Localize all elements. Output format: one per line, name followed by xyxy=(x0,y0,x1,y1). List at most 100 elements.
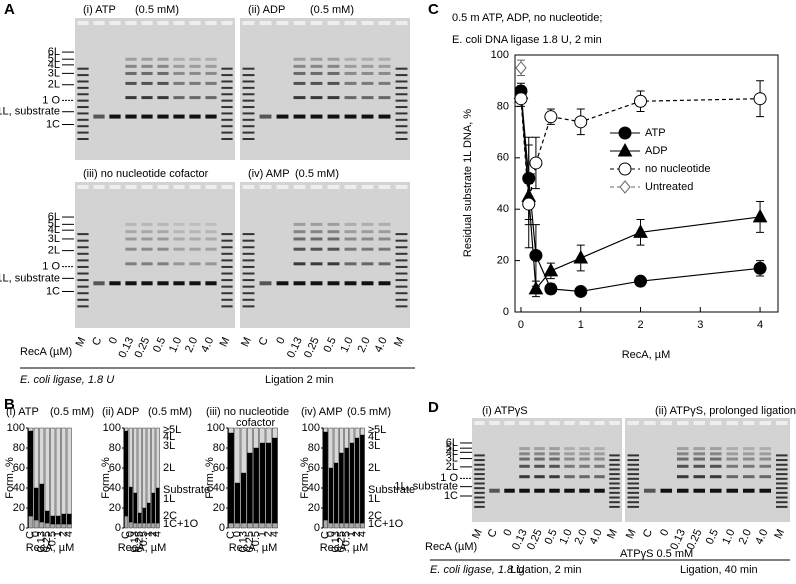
band xyxy=(594,452,605,456)
label: ≥5L xyxy=(163,424,181,436)
label: C xyxy=(428,1,439,18)
ladder-band xyxy=(221,74,233,77)
well xyxy=(361,185,374,189)
ladder-band xyxy=(395,74,408,77)
band xyxy=(564,488,575,493)
label: 40 xyxy=(213,482,225,494)
band xyxy=(157,222,169,226)
label: cofactor xyxy=(236,417,275,429)
label: 0.5 xyxy=(250,531,262,546)
well xyxy=(77,185,89,189)
ladder-band xyxy=(77,131,89,134)
well xyxy=(378,185,391,189)
label: M xyxy=(239,335,254,348)
band xyxy=(344,222,357,226)
ladder-band xyxy=(775,501,788,504)
band xyxy=(173,96,185,100)
ladder-band xyxy=(395,86,408,89)
ladder-band xyxy=(242,137,255,140)
ladder-band xyxy=(474,477,485,480)
bar-segment xyxy=(247,522,253,529)
label: 4L xyxy=(368,431,380,443)
band xyxy=(693,475,706,479)
bar-segment xyxy=(61,427,67,515)
ladder-band xyxy=(77,259,89,262)
band xyxy=(742,464,755,468)
label: 2.0 xyxy=(573,527,590,546)
label: (iii) no nucleotide xyxy=(206,406,289,418)
ladder-band xyxy=(609,482,620,485)
band xyxy=(549,452,560,456)
label: 1.0 xyxy=(720,527,737,546)
label: 0.5 m ATP, ADP, no nucleotide; xyxy=(452,12,602,24)
band xyxy=(564,457,575,461)
bar-segment xyxy=(61,523,67,529)
ladder-band xyxy=(395,125,408,128)
band xyxy=(579,452,590,456)
ladder-band xyxy=(77,118,89,121)
ladder-band xyxy=(77,93,89,96)
label: 0 xyxy=(219,522,225,534)
ladder-band xyxy=(609,496,620,499)
band xyxy=(378,64,391,68)
ladder-band xyxy=(221,239,233,242)
label: 2 xyxy=(351,531,363,537)
label: 1L, substrate xyxy=(0,272,60,284)
bar-segment xyxy=(259,442,266,524)
label: 0.25 xyxy=(335,531,347,552)
label: (0.5 mM) xyxy=(347,406,391,418)
bar-segment xyxy=(354,522,360,529)
band xyxy=(378,262,391,266)
marker xyxy=(753,92,767,106)
band xyxy=(534,447,545,451)
label: 5L xyxy=(48,218,60,230)
label: (iii) no nucleotide cofactor xyxy=(83,168,209,180)
well xyxy=(109,21,121,25)
label: (0.5 mM) xyxy=(148,406,192,418)
band xyxy=(310,71,323,75)
ladder-band xyxy=(474,491,485,494)
band xyxy=(519,464,530,468)
band xyxy=(327,71,340,75)
band xyxy=(378,237,391,241)
ladder-band xyxy=(474,468,485,471)
ladder-band xyxy=(395,285,408,288)
ladder-band xyxy=(775,459,788,462)
band xyxy=(361,237,374,241)
series-line xyxy=(520,90,761,293)
label: (ii) ADP xyxy=(248,4,285,16)
bar-segment xyxy=(234,482,241,524)
bar-segment xyxy=(146,427,151,504)
band xyxy=(378,71,391,75)
band xyxy=(344,64,357,68)
bar-segment xyxy=(253,447,259,524)
bar-segment xyxy=(234,427,241,484)
gel xyxy=(240,18,410,160)
band xyxy=(293,262,306,266)
label: 1C xyxy=(444,490,458,502)
ladder-band xyxy=(242,272,255,275)
bar-segment xyxy=(133,427,138,494)
label: 4.0 xyxy=(753,527,770,546)
bar-segment xyxy=(55,427,61,517)
well xyxy=(579,421,590,425)
band xyxy=(378,281,391,286)
label: 20 xyxy=(109,502,121,514)
band xyxy=(205,230,217,234)
band xyxy=(141,81,153,85)
label: 4 xyxy=(152,531,164,537)
ladder-band xyxy=(242,298,255,301)
label: 100 xyxy=(302,422,320,434)
band xyxy=(327,281,340,286)
well xyxy=(221,185,233,189)
label: 1 xyxy=(578,319,584,331)
ladder-band xyxy=(775,473,788,476)
label: 2 xyxy=(58,531,70,537)
gel xyxy=(240,182,410,328)
label: 40 xyxy=(109,482,121,494)
bar-segment xyxy=(39,427,45,485)
label: 1L, substrate xyxy=(0,106,60,118)
label: RecA, µM xyxy=(118,542,167,554)
bar-segment xyxy=(55,523,61,529)
label: 100 xyxy=(491,49,509,61)
